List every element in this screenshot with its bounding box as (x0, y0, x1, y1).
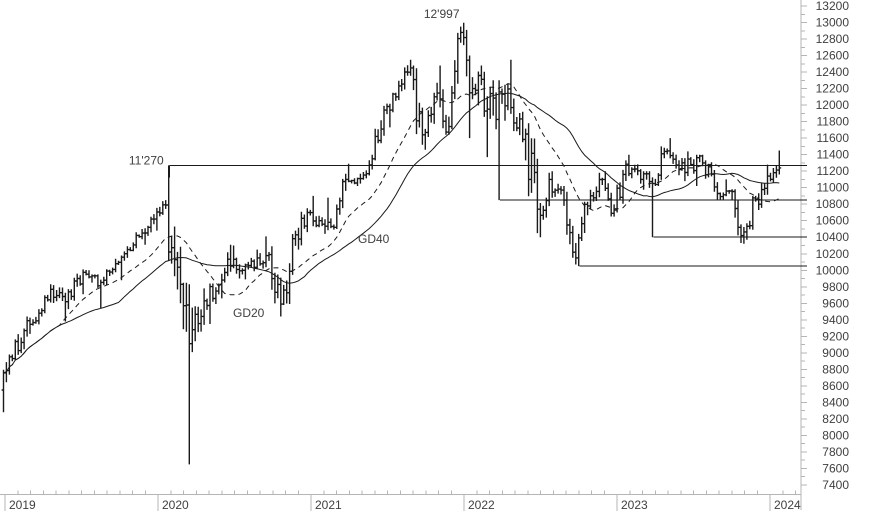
y-axis-label: 11400 (817, 148, 850, 162)
y-axis-label: 12800 (816, 32, 850, 46)
x-axis-label: 2019 (9, 498, 36, 512)
y-axis-label: 9600 (822, 296, 849, 310)
y-axis-label: 10200 (816, 247, 850, 261)
y-axis-label: 13000 (816, 16, 850, 30)
y-axis-labels: 7400 7600 7800 8000 8200 8400 8600 8800 9000 9200… (816, 0, 850, 492)
y-axis-label: 12600 (816, 49, 850, 63)
ohlc-bars (1, 22, 782, 465)
x-axis-label: 2020 (162, 498, 189, 512)
y-axis-label: 13200 (816, 0, 850, 13)
y-axis-label: 8200 (822, 412, 849, 426)
y-axis-label: 8800 (822, 362, 849, 376)
gd20-line (3, 83, 780, 374)
y-axis-label: 7600 (822, 461, 849, 475)
y-axis-label: 9400 (822, 313, 849, 327)
annotation-gd40-label: GD40 (358, 232, 390, 246)
x-axis-labels: 2019 2020 2021 2022 2023 2024 (9, 498, 801, 512)
y-axis-label: 10800 (816, 197, 850, 211)
y-axis-label: 9200 (822, 329, 849, 343)
axes (0, 0, 807, 511)
y-axis-label: 12000 (816, 98, 850, 112)
annotation-level-label: 11'270 (129, 153, 164, 167)
annotation-gd20-label: GD20 (233, 306, 265, 320)
y-axis-label: 12200 (816, 82, 850, 96)
y-axis-label: 11000 (817, 181, 850, 195)
y-axis-label: 7800 (822, 445, 849, 459)
y-axis-label: 10400 (816, 230, 850, 244)
y-axis-label: 10000 (816, 263, 850, 277)
y-axis-label: 8000 (822, 428, 849, 442)
annotation-ath-label: 12'997 (424, 7, 460, 21)
annotations: 12'997 11'270 GD40 GD20 (129, 7, 460, 320)
x-axis-label: 2022 (468, 498, 495, 512)
y-axis-label: 8600 (822, 379, 849, 393)
level-lines (169, 164, 807, 267)
y-axis-label: 9800 (822, 280, 849, 294)
y-axis-label: 10600 (816, 214, 850, 228)
x-axis-label: 2023 (621, 498, 648, 512)
gd40-line (3, 92, 780, 374)
y-axis-label: 11200 (817, 164, 850, 178)
y-axis-label: 11600 (817, 131, 850, 145)
y-axis-label: 9000 (822, 346, 849, 360)
y-axis-label: 11800 (817, 115, 850, 129)
y-axis-label: 12400 (816, 65, 850, 79)
x-axis-label: 2021 (315, 498, 342, 512)
y-axis-label: 8400 (822, 395, 849, 409)
x-axis-label: 2024 (774, 498, 801, 512)
y-axis-label: 7400 (822, 478, 849, 492)
